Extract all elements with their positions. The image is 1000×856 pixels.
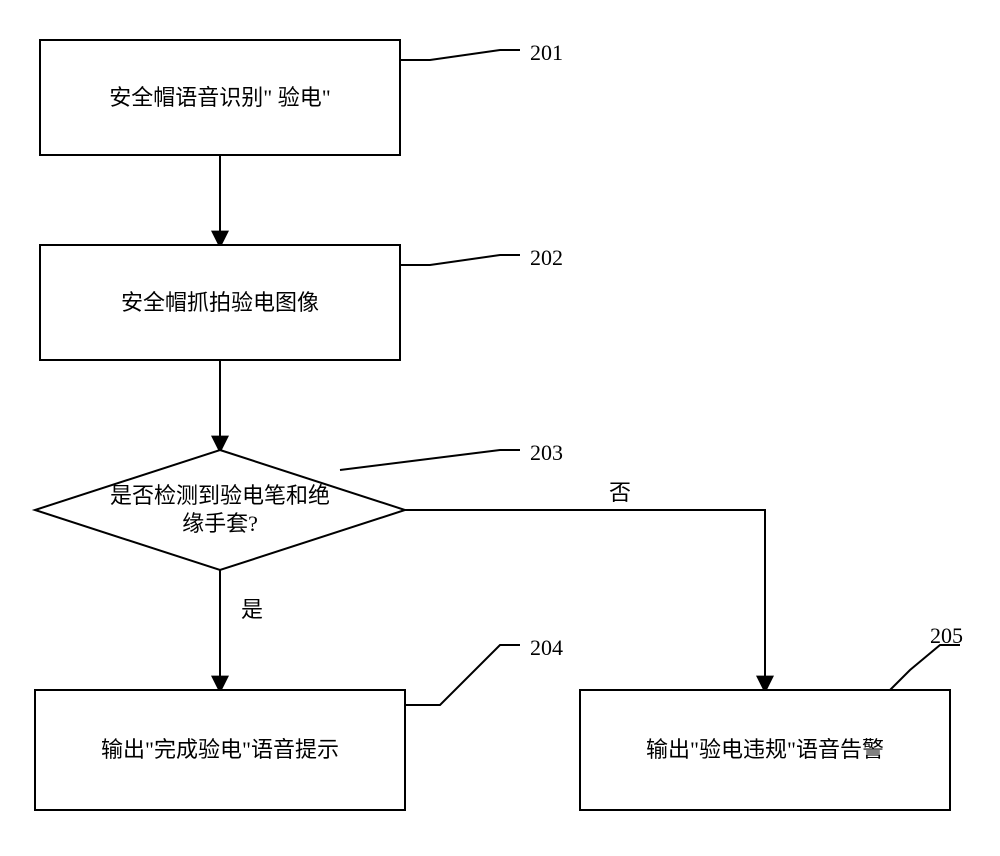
callout-line bbox=[400, 255, 520, 265]
callout-line bbox=[405, 645, 520, 705]
decision-text-line1: 是否检测到验电笔和绝 bbox=[110, 483, 330, 508]
node-label: 202 bbox=[530, 245, 563, 270]
node-label: 203 bbox=[530, 440, 563, 465]
process-text: 输出"验电违规"语音告警 bbox=[646, 737, 884, 762]
edge-line bbox=[405, 510, 765, 690]
process-box-201: 安全帽语音识别" 验电" 201 bbox=[40, 40, 563, 155]
process-text: 安全帽语音识别" 验电" bbox=[109, 85, 330, 110]
callout-line bbox=[400, 50, 520, 60]
decision-text-line2: 缘手套? bbox=[182, 511, 258, 536]
process-box-204: 输出"完成验电"语音提示 204 bbox=[35, 635, 563, 810]
edge-203-205: 否 bbox=[405, 480, 765, 690]
process-box-205: 输出"验电违规"语音告警 205 bbox=[580, 623, 963, 810]
node-label: 201 bbox=[530, 40, 563, 65]
branch-label-yes: 是 bbox=[241, 597, 263, 622]
callout-line bbox=[340, 450, 520, 470]
process-box-202: 安全帽抓拍验电图像 202 bbox=[40, 245, 563, 360]
node-label: 205 bbox=[930, 623, 963, 648]
process-text: 安全帽抓拍验电图像 bbox=[121, 290, 319, 315]
flowchart-canvas: 安全帽语音识别" 验电" 201 安全帽抓拍验电图像 202 是否检测到验电笔和… bbox=[0, 0, 1000, 856]
process-text: 输出"完成验电"语音提示 bbox=[101, 737, 339, 762]
callout-line bbox=[890, 645, 960, 690]
branch-label-no: 否 bbox=[609, 480, 631, 505]
edge-203-204: 是 bbox=[220, 570, 263, 690]
node-label: 204 bbox=[530, 635, 563, 660]
decision-box-203: 是否检测到验电笔和绝 缘手套? 203 bbox=[35, 440, 563, 570]
